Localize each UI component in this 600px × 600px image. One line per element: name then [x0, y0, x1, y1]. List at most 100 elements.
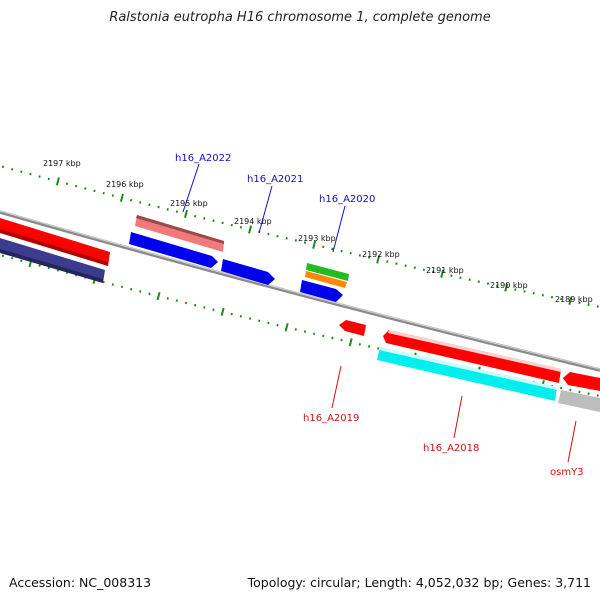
- outer-minor-tick: [194, 214, 197, 218]
- outer-minor-tick: [84, 187, 87, 190]
- backbone-line: [0, 210, 600, 372]
- feature-blue-h16-a2020[interactable]: [300, 280, 343, 302]
- outer-minor-tick: [29, 172, 32, 176]
- outer-major-tick: [119, 193, 124, 202]
- leader-osmy3: [567, 420, 577, 463]
- outer-minor-tick: [47, 177, 50, 181]
- outer-minor-tick: [386, 260, 389, 263]
- outer-minor-tick: [38, 175, 41, 178]
- inner-minor-tick: [560, 386, 563, 390]
- outer-major-tick: [184, 209, 188, 219]
- inner-minor-tick: [587, 392, 590, 396]
- gene-label-h16-a2018: h16_A2018: [423, 443, 479, 454]
- outer-minor-tick: [129, 198, 133, 202]
- outer-minor-tick: [349, 251, 352, 255]
- outer-minor-tick: [239, 226, 243, 229]
- feature-blue-h16-a2021[interactable]: [221, 259, 275, 285]
- ruler-label-2196: 2196 kbp: [106, 180, 144, 189]
- outer-minor-tick: [166, 208, 169, 211]
- map-title: Ralstonia eutropha H16 chromosome 1, com…: [109, 10, 491, 25]
- gene-label-h16-a2021: h16_A2021: [247, 174, 303, 185]
- inner-minor-tick: [184, 301, 188, 305]
- ruler-label-2191: 2191 kbp: [426, 266, 464, 275]
- outer-major-tick: [568, 296, 573, 306]
- inner-minor-tick: [194, 303, 197, 307]
- outer-minor-tick: [395, 262, 398, 265]
- inner-minor-tick: [340, 338, 343, 342]
- inner-minor-tick: [267, 321, 270, 325]
- inner-minor-tick: [578, 390, 581, 394]
- leader-h16-a2020: [332, 205, 346, 253]
- inner-minor-tick: [166, 297, 169, 300]
- inner-minor-tick: [239, 315, 243, 318]
- feature-blue-h16-a2022[interactable]: [129, 232, 218, 268]
- outer-minor-tick: [578, 301, 581, 305]
- inner-minor-tick: [569, 388, 572, 392]
- outer-minor-tick: [431, 270, 435, 274]
- outer-minor-tick: [111, 194, 114, 197]
- outer-minor-tick: [221, 221, 224, 225]
- outer-minor-tick: [203, 217, 206, 220]
- feature-red-long[interactable]: [383, 330, 561, 383]
- outer-minor-tick: [541, 293, 544, 297]
- inner-minor-tick: [258, 319, 261, 323]
- ruler-label-2192: 2192 kbp: [362, 250, 400, 259]
- inner-minor-tick: [102, 280, 105, 284]
- feature-red-left[interactable]: [0, 218, 110, 266]
- inner-minor-tick: [358, 343, 361, 346]
- inner-minor-tick: [276, 323, 279, 327]
- ruler-label-2189: 2189 kbp: [555, 295, 593, 304]
- outer-minor-tick: [1, 165, 5, 169]
- outer-minor-tick: [11, 167, 14, 171]
- feature-red-h16-a2019[interactable]: [339, 320, 366, 336]
- feature-red-left-shade: [0, 229, 108, 266]
- outer-minor-tick: [331, 247, 334, 251]
- outer-major-tick: [55, 177, 60, 186]
- inner-major-tick: [284, 323, 289, 332]
- inner-minor-tick: [367, 345, 371, 348]
- feature-navy-left[interactable]: [0, 238, 105, 283]
- outer-minor-tick: [75, 184, 78, 188]
- outer-minor-tick: [139, 201, 142, 204]
- outer-minor-tick: [102, 191, 105, 195]
- outer-minor-tick: [148, 203, 151, 207]
- inner-minor-tick: [322, 334, 325, 338]
- inner-minor-tick: [203, 306, 206, 309]
- inner-minor-tick: [596, 394, 599, 397]
- feature-gray-osmy3[interactable]: [558, 390, 600, 412]
- inner-major-tick: [156, 291, 161, 301]
- feature-red-right[interactable]: [563, 372, 600, 391]
- inner-minor-tick: [248, 317, 252, 320]
- gene-label-h16-a2020: h16_A2020: [319, 194, 375, 205]
- outer-minor-tick: [560, 297, 563, 301]
- inner-minor-tick: [20, 259, 23, 262]
- feature-orange[interactable]: [305, 271, 347, 288]
- gene-labels: h16_A2022 h16_A2021 h16_A2020 h16_A2019 …: [175, 153, 584, 478]
- outer-minor-tick: [157, 205, 160, 209]
- outer-minor-tick: [175, 210, 178, 213]
- leader-h16-a2022: [182, 163, 200, 213]
- outer-minor-tick: [267, 232, 270, 236]
- outer-minor-tick: [294, 239, 297, 242]
- inner-minor-tick: [230, 312, 233, 316]
- outer-minor-tick: [550, 295, 554, 299]
- outer-minor-tick: [486, 282, 490, 285]
- outer-minor-tick: [358, 254, 361, 257]
- gene-label-h16-a2019: h16_A2019: [303, 413, 359, 424]
- outer-major-tick: [312, 240, 317, 249]
- ruler-label-2193: 2193 kbp: [298, 234, 336, 243]
- ruler-label-2197: 2197 kbp: [43, 159, 81, 168]
- inner-minor-tick: [312, 332, 316, 336]
- accession-label: Accession: NC_008313: [9, 575, 152, 590]
- inner-minor-tick: [129, 287, 133, 291]
- outer-minor-tick: [303, 241, 307, 244]
- feature-green[interactable]: [306, 263, 349, 281]
- feature-cyan-top: [379, 347, 557, 390]
- feature-cyan-h16-a2018[interactable]: [377, 347, 557, 401]
- outer-minor-tick: [422, 268, 426, 272]
- outer-minor-tick: [514, 288, 517, 291]
- inner-minor-tick: [294, 328, 297, 331]
- outer-minor-tick: [367, 256, 371, 259]
- outer-major-tick: [504, 283, 509, 292]
- outer-minor-tick: [596, 305, 599, 308]
